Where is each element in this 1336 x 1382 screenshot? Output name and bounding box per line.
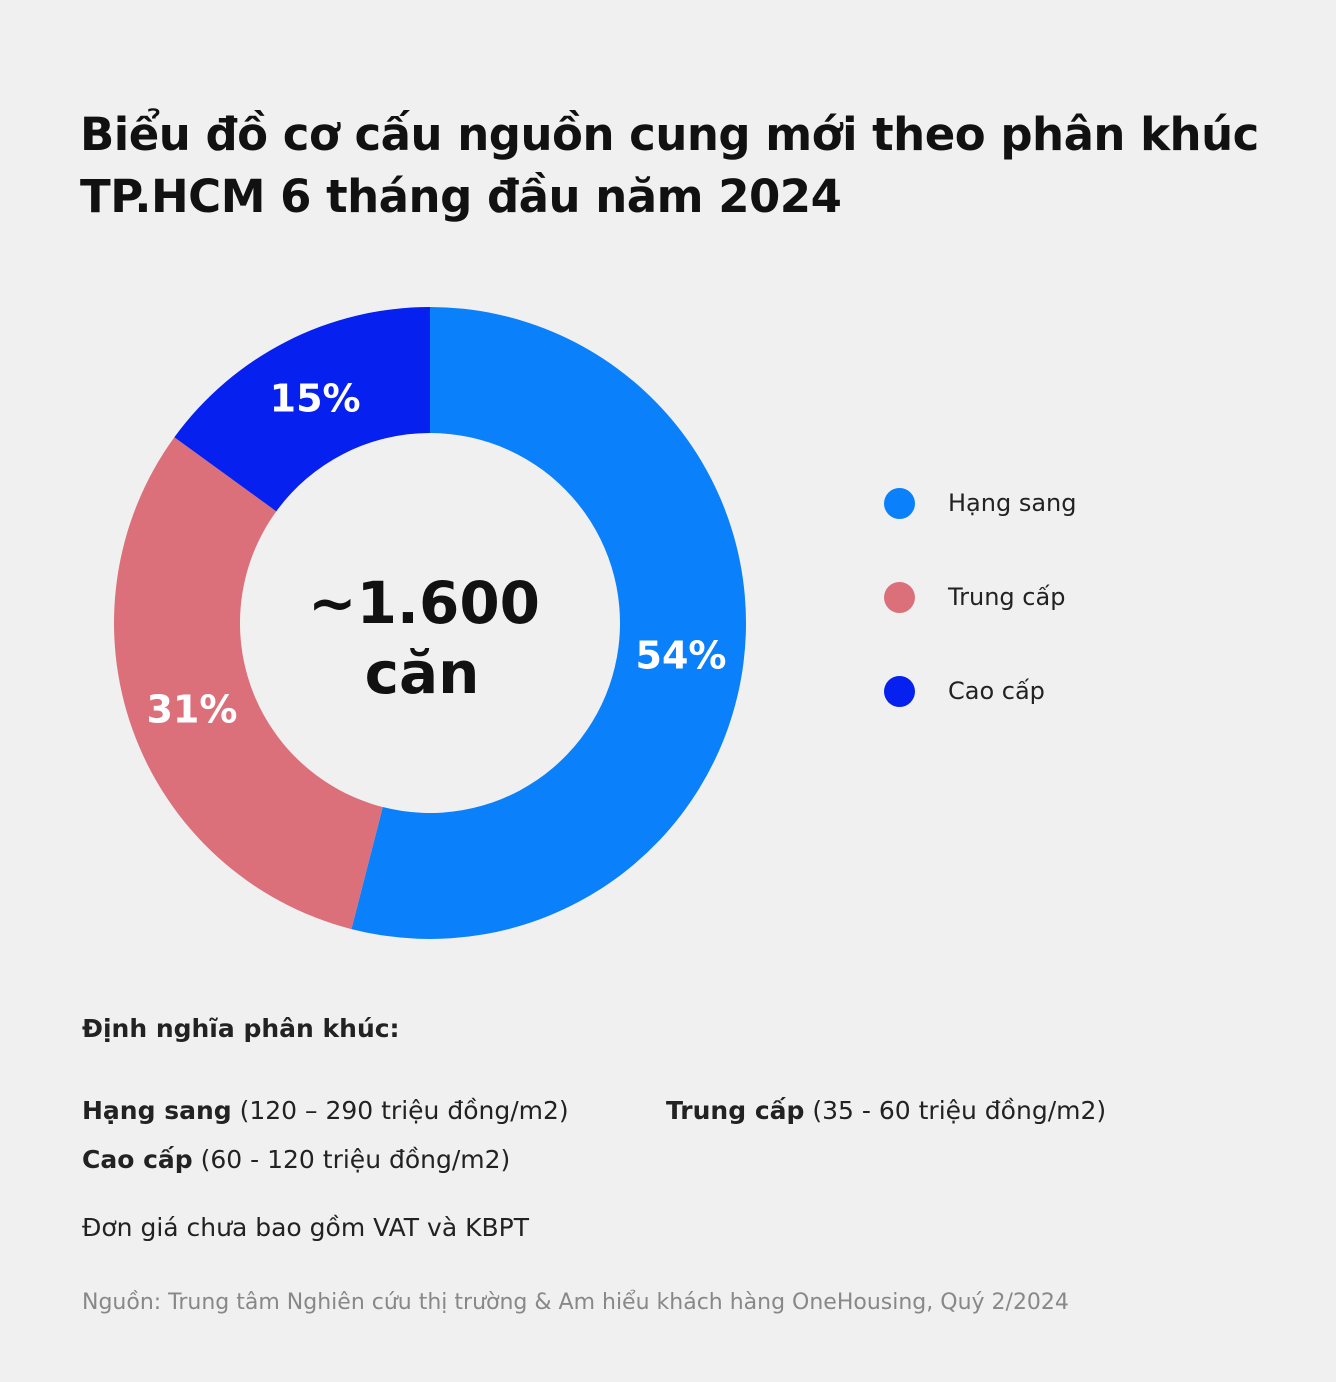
legend-item-luxury: Hạng sang: [884, 480, 1244, 526]
legend-item-mid: Trung cấp: [884, 574, 1244, 620]
donut-chart: 54% 31% 15% ~1.600 căn: [113, 307, 746, 939]
slice-label-2: 15%: [270, 377, 361, 421]
source-note: Nguồn: Trung tâm Nghiên cứu thị trường &…: [82, 1290, 1069, 1315]
definition-mid-range: (35 - 60 triệu đồng/m2): [812, 1096, 1107, 1125]
legend: Hạng sang Trung cấp Cao cấp: [884, 480, 1244, 762]
slice-label-1: 31%: [146, 688, 237, 732]
center-value: ~1.600: [308, 569, 540, 637]
slice-label-0: 54%: [636, 634, 727, 678]
legend-label-luxury: Hạng sang: [948, 489, 1077, 517]
chart-title-line1: Biểu đồ cơ cấu nguồn cung mới theo phân …: [80, 108, 1259, 161]
slice-labels: 54% 31% 15%: [146, 377, 726, 732]
definition-luxury: Hạng sang (120 – 290 triệu đồng/m2): [82, 1096, 569, 1125]
legend-dot-luxury: [884, 487, 915, 519]
definition-high-name: Cao cấp: [82, 1145, 193, 1174]
chart-title: Biểu đồ cơ cấu nguồn cung mới theo phân …: [80, 104, 1260, 228]
chart-title-line2: TP.HCM 6 tháng đầu năm 2024: [80, 170, 842, 223]
slice-1: [113, 437, 383, 930]
slice-2: [174, 307, 430, 512]
definition-luxury-name: Hạng sang: [82, 1096, 232, 1125]
definition-mid: Trung cấp (35 - 60 triệu đồng/m2): [666, 1096, 1106, 1125]
definition-high: Cao cấp (60 - 120 triệu đồng/m2): [82, 1145, 510, 1174]
definition-high-range: (60 - 120 triệu đồng/m2): [200, 1145, 511, 1174]
legend-label-high: Cao cấp: [948, 677, 1045, 705]
definition-mid-name: Trung cấp: [666, 1096, 805, 1125]
center-unit: căn: [365, 639, 480, 707]
definition-luxury-range: (120 – 290 triệu đồng/m2): [239, 1096, 569, 1125]
slice-0: [351, 307, 746, 939]
legend-dot-high: [884, 675, 915, 707]
donut-slices: [113, 307, 746, 939]
price-note: Đơn giá chưa bao gồm VAT và KBPT: [82, 1213, 529, 1242]
definitions-heading: Định nghĩa phân khúc:: [82, 1014, 400, 1043]
legend-dot-mid: [884, 581, 915, 613]
legend-item-high: Cao cấp: [884, 668, 1244, 714]
legend-label-mid: Trung cấp: [948, 583, 1066, 611]
